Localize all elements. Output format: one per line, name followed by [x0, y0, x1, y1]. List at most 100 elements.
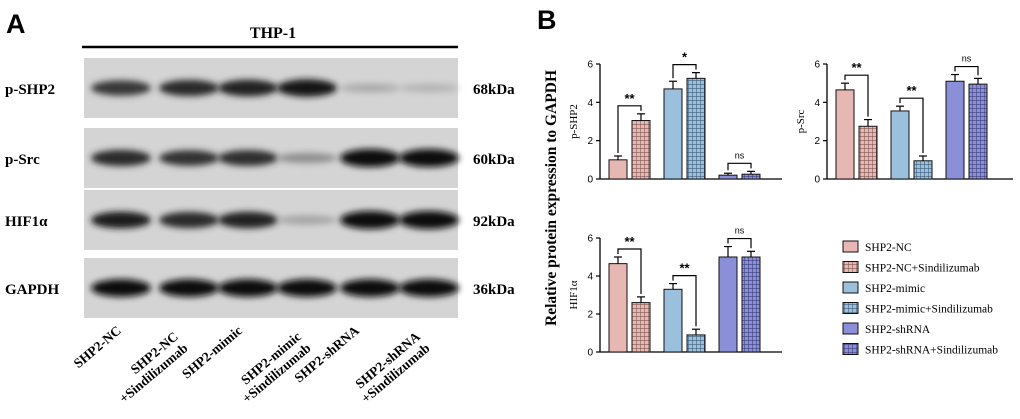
- significance-bracket: [727, 237, 752, 249]
- blot-row-3: GAPDH 36kDa: [5, 258, 515, 318]
- y-tick-label: 2: [587, 136, 593, 147]
- protein-label: p-SHP2: [5, 82, 55, 98]
- kda-label: 60kDa: [473, 152, 515, 168]
- y-tick-label: 0: [587, 348, 593, 359]
- y-tick-label: 2: [587, 310, 593, 321]
- significance-label: **: [624, 91, 635, 106]
- blot-band: [159, 211, 219, 229]
- blot-band: [159, 150, 219, 166]
- significance-label: **: [851, 60, 862, 75]
- y-tick-label: 4: [587, 98, 593, 109]
- protein-label: HIF1α: [5, 214, 48, 230]
- blot-band: [91, 80, 151, 96]
- kda-label: 68kDa: [473, 82, 515, 98]
- legend-label: SHP2-shRNA: [865, 324, 931, 336]
- blot-band: [91, 149, 151, 167]
- significance-label: ns: [735, 150, 745, 160]
- legend-label: SHP2-mimic+Sindilizumab: [865, 304, 993, 316]
- significance-label: **: [679, 261, 690, 276]
- legend-item: SHP2-NC+Sindilizumab: [842, 261, 980, 275]
- legend-label: SHP2-shRNA+Sindilizumab: [865, 345, 998, 357]
- y-tick-label: 4: [814, 98, 820, 109]
- blot-band: [91, 211, 151, 229]
- significance-bracket: [617, 248, 642, 294]
- blot-band: [218, 150, 278, 166]
- significance-label: ns: [735, 226, 745, 236]
- protein-label: GAPDH: [5, 282, 59, 298]
- blot-band: [399, 279, 459, 297]
- panel-label-a: A: [6, 9, 26, 39]
- bar: [858, 125, 878, 180]
- legend-swatch: [842, 322, 859, 335]
- bar: [913, 160, 933, 180]
- blot-band: [340, 211, 400, 229]
- bar: [663, 288, 683, 353]
- legend-item: SHP2-shRNA: [842, 322, 931, 336]
- legend-swatch: [842, 281, 859, 294]
- legend-label: SHP2-mimic: [865, 283, 925, 295]
- western-blot-group: p-SHP2 68kDa p-Src 60kDa HIF1α 92kDa GAPDH 36kD…: [5, 58, 515, 406]
- bar: [741, 173, 761, 180]
- legend: SHP2-NC SHP2-NC+Sindilizumab SHP2-mimic SHP…: [842, 240, 998, 357]
- blot-band: [340, 149, 400, 167]
- bar-chart-2: 0 2 4 6 HIF1α ** ** ns: [568, 226, 782, 359]
- legend-item: SHP2-shRNA+Sindilizumab: [842, 343, 998, 357]
- blot-row-2: HIF1α 92kDa: [5, 190, 515, 250]
- blot-band: [277, 152, 337, 164]
- y-tick-label: 0: [587, 175, 593, 186]
- blot-band: [277, 79, 337, 97]
- significance-bracket: [899, 97, 924, 153]
- blot-row-0: p-SHP2 68kDa: [5, 58, 515, 118]
- blot-row-1: p-Src 60kDa: [5, 128, 515, 188]
- legend-item: SHP2-mimic+Sindilizumab: [842, 302, 993, 316]
- bar: [608, 159, 628, 180]
- bar: [741, 256, 761, 353]
- blot-band: [159, 79, 219, 97]
- kda-label: 92kDa: [473, 214, 515, 230]
- y-tick-label: 6: [814, 60, 820, 71]
- significance-label: ns: [962, 54, 972, 64]
- bar: [631, 120, 651, 180]
- blot-band: [218, 79, 278, 97]
- bar-charts-group: 0246p-SHP2***ns0246p-Src****ns0246HIF1α*…: [568, 50, 1013, 359]
- legend-item: SHP2-mimic: [842, 281, 925, 295]
- significance-bracket: [727, 162, 752, 171]
- blot-band: [159, 279, 219, 297]
- lane-label: SHP2-shRNA+Sindilizumab: [349, 329, 433, 406]
- blot-band: [91, 279, 151, 297]
- legend-label: SHP2-NC: [865, 242, 912, 254]
- bar: [890, 110, 910, 180]
- blot-band: [277, 279, 337, 297]
- lane-label: SHP2-NC: [71, 323, 124, 371]
- legend-swatch: [842, 302, 859, 314]
- shared-y-axis-label: Relative protein expression to GAPDH: [543, 70, 560, 326]
- y-tick-label: 2: [814, 136, 820, 147]
- significance-label: **: [906, 83, 917, 98]
- significance-bracket: [617, 105, 642, 153]
- bar: [663, 88, 683, 180]
- bar: [686, 77, 706, 180]
- y-axis-label: p-Src: [795, 109, 807, 133]
- blot-band: [218, 279, 278, 297]
- y-axis-label: p-SHP2: [568, 104, 580, 139]
- significance-bracket: [672, 64, 697, 79]
- legend-swatch: [842, 343, 859, 355]
- legend-item: SHP2-NC: [842, 240, 912, 254]
- legend-swatch: [842, 261, 859, 273]
- y-tick-label: 6: [587, 60, 593, 71]
- significance-bracket: [844, 74, 869, 117]
- bar: [608, 263, 628, 353]
- bar: [718, 256, 738, 353]
- cell-line-label: THP-1: [250, 25, 296, 42]
- blot-band: [340, 83, 400, 93]
- protein-label: p-Src: [5, 152, 40, 168]
- kda-label: 36kDa: [473, 282, 515, 298]
- y-axis-label: HIF1α: [568, 280, 580, 309]
- blot-band: [340, 279, 400, 297]
- bar: [968, 83, 988, 180]
- bar: [945, 80, 965, 180]
- blot-band: [399, 211, 459, 229]
- y-tick-label: 4: [587, 272, 593, 283]
